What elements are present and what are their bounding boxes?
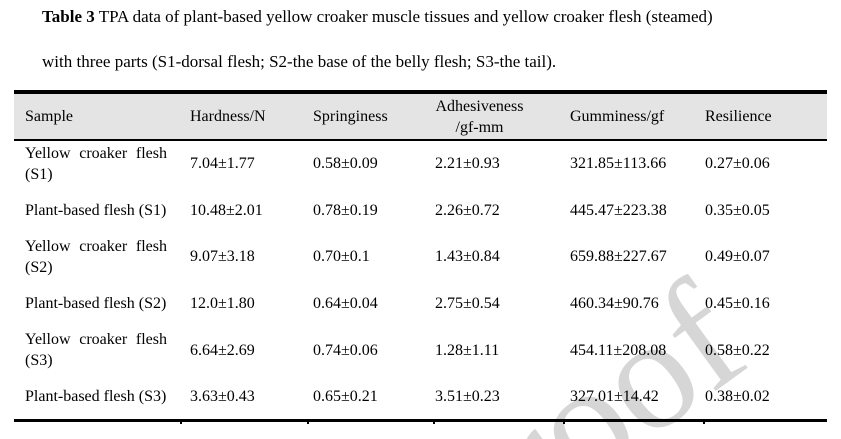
cell-gumminess: 659.88±227.67 — [570, 248, 667, 266]
sample-label: Plant-based flesh (S1) — [25, 201, 167, 219]
table-caption-line1: Table 3 TPA data of plant-based yellow c… — [42, 7, 834, 27]
table-row: Plant-based flesh (S1) 10.48±2.01 0.78±0… — [14, 187, 827, 234]
cell-springiness: 0.58±0.09 — [313, 155, 378, 173]
column-divider-tick — [563, 419, 565, 424]
column-header-adhesiveness-line2: /gf-mm — [455, 118, 504, 136]
column-header-gumminess: Gumminess/gf — [570, 108, 665, 125]
table-caption-number: Table 3 — [42, 7, 95, 26]
cell-hardness: 12.0±1.80 — [190, 294, 255, 312]
column-divider-tick — [433, 419, 435, 424]
table-row: Plant-based flesh (S3) 3.63±0.43 0.65±0.… — [14, 373, 827, 420]
column-header-resilience: Resilience — [705, 108, 772, 125]
sample-label: Yellow croaker flesh (S1) — [25, 144, 167, 183]
cell-gumminess: 321.85±113.66 — [570, 155, 667, 173]
cell-sample: Yellow croaker flesh (S3) — [14, 327, 179, 374]
cell-springiness: 0.78±0.19 — [313, 201, 378, 219]
cell-sample: Yellow croaker flesh (S2) — [14, 233, 179, 280]
cell-sample: Plant-based flesh (S1) — [14, 187, 179, 234]
table-row: Yellow croaker flesh (S2) 9.07±3.18 0.70… — [14, 233, 827, 280]
cell-resilience: 0.35±0.05 — [705, 201, 770, 219]
cell-resilience: 0.49±0.07 — [705, 248, 770, 266]
table-row: Yellow croaker flesh (S1) 7.04±1.77 0.58… — [14, 140, 827, 187]
cell-springiness: 0.65±0.21 — [313, 387, 378, 405]
cell-springiness: 0.70±0.1 — [313, 248, 370, 266]
column-header-hardness: Hardness/N — [190, 108, 266, 125]
cell-gumminess: 460.34±90.76 — [570, 294, 659, 312]
column-divider-tick — [307, 419, 309, 424]
cell-sample: Plant-based flesh (S2) — [14, 280, 179, 327]
cell-gumminess: 454.11±208.08 — [570, 341, 667, 359]
cell-adhesiveness: 3.51±0.23 — [435, 387, 500, 405]
cell-hardness: 10.48±2.01 — [190, 201, 263, 219]
column-header-adhesiveness-line1: Adhesiveness — [435, 97, 524, 115]
cell-springiness: 0.64±0.04 — [313, 294, 378, 312]
cell-hardness: 3.63±0.43 — [190, 387, 255, 405]
cell-resilience: 0.58±0.22 — [705, 341, 770, 359]
table-header-row: Sample Hardness/N Springiness Adhesivene… — [14, 92, 827, 140]
cell-adhesiveness: 2.21±0.93 — [435, 155, 500, 173]
sample-label: Plant-based flesh (S2) — [25, 294, 167, 312]
cell-resilience: 0.27±0.06 — [705, 155, 770, 173]
sample-label: Yellow croaker flesh (S2) — [25, 237, 167, 276]
cell-resilience: 0.38±0.02 — [705, 387, 770, 405]
sample-label: Yellow croaker flesh (S3) — [25, 331, 167, 370]
table-caption-text: TPA data of plant-based yellow croaker m… — [94, 7, 713, 26]
cell-adhesiveness: 2.75±0.54 — [435, 294, 500, 312]
cell-adhesiveness: 2.26±0.72 — [435, 201, 500, 219]
cell-hardness: 9.07±3.18 — [190, 248, 255, 266]
cell-adhesiveness: 1.43±0.84 — [435, 248, 500, 266]
column-header-sample: Sample — [25, 108, 73, 125]
column-header-adhesiveness: Adhesiveness /gf-mm — [424, 92, 559, 140]
cell-hardness: 7.04±1.77 — [190, 155, 255, 173]
column-divider-tick — [703, 419, 705, 424]
cell-gumminess: 327.01±14.42 — [570, 387, 659, 405]
table-caption-line2: with three parts (S1-dorsal flesh; S2-th… — [42, 52, 557, 71]
cell-gumminess: 445.47±223.38 — [570, 201, 667, 219]
cell-resilience: 0.45±0.16 — [705, 294, 770, 312]
table-row: Plant-based flesh (S2) 12.0±1.80 0.64±0.… — [14, 280, 827, 327]
sample-label: Plant-based flesh (S3) — [25, 387, 167, 405]
cell-hardness: 6.64±2.69 — [190, 341, 255, 359]
cell-sample: Yellow croaker flesh (S1) — [14, 140, 179, 187]
column-divider-tick — [180, 419, 182, 424]
table-row: Yellow croaker flesh (S3) 6.64±2.69 0.74… — [14, 327, 827, 374]
cell-sample: Plant-based flesh (S3) — [14, 373, 179, 420]
tpa-data-table: Sample Hardness/N Springiness Adhesivene… — [14, 90, 827, 422]
cell-springiness: 0.74±0.06 — [313, 341, 378, 359]
cell-adhesiveness: 1.28±1.11 — [435, 341, 500, 359]
column-header-springiness: Springiness — [313, 108, 388, 125]
